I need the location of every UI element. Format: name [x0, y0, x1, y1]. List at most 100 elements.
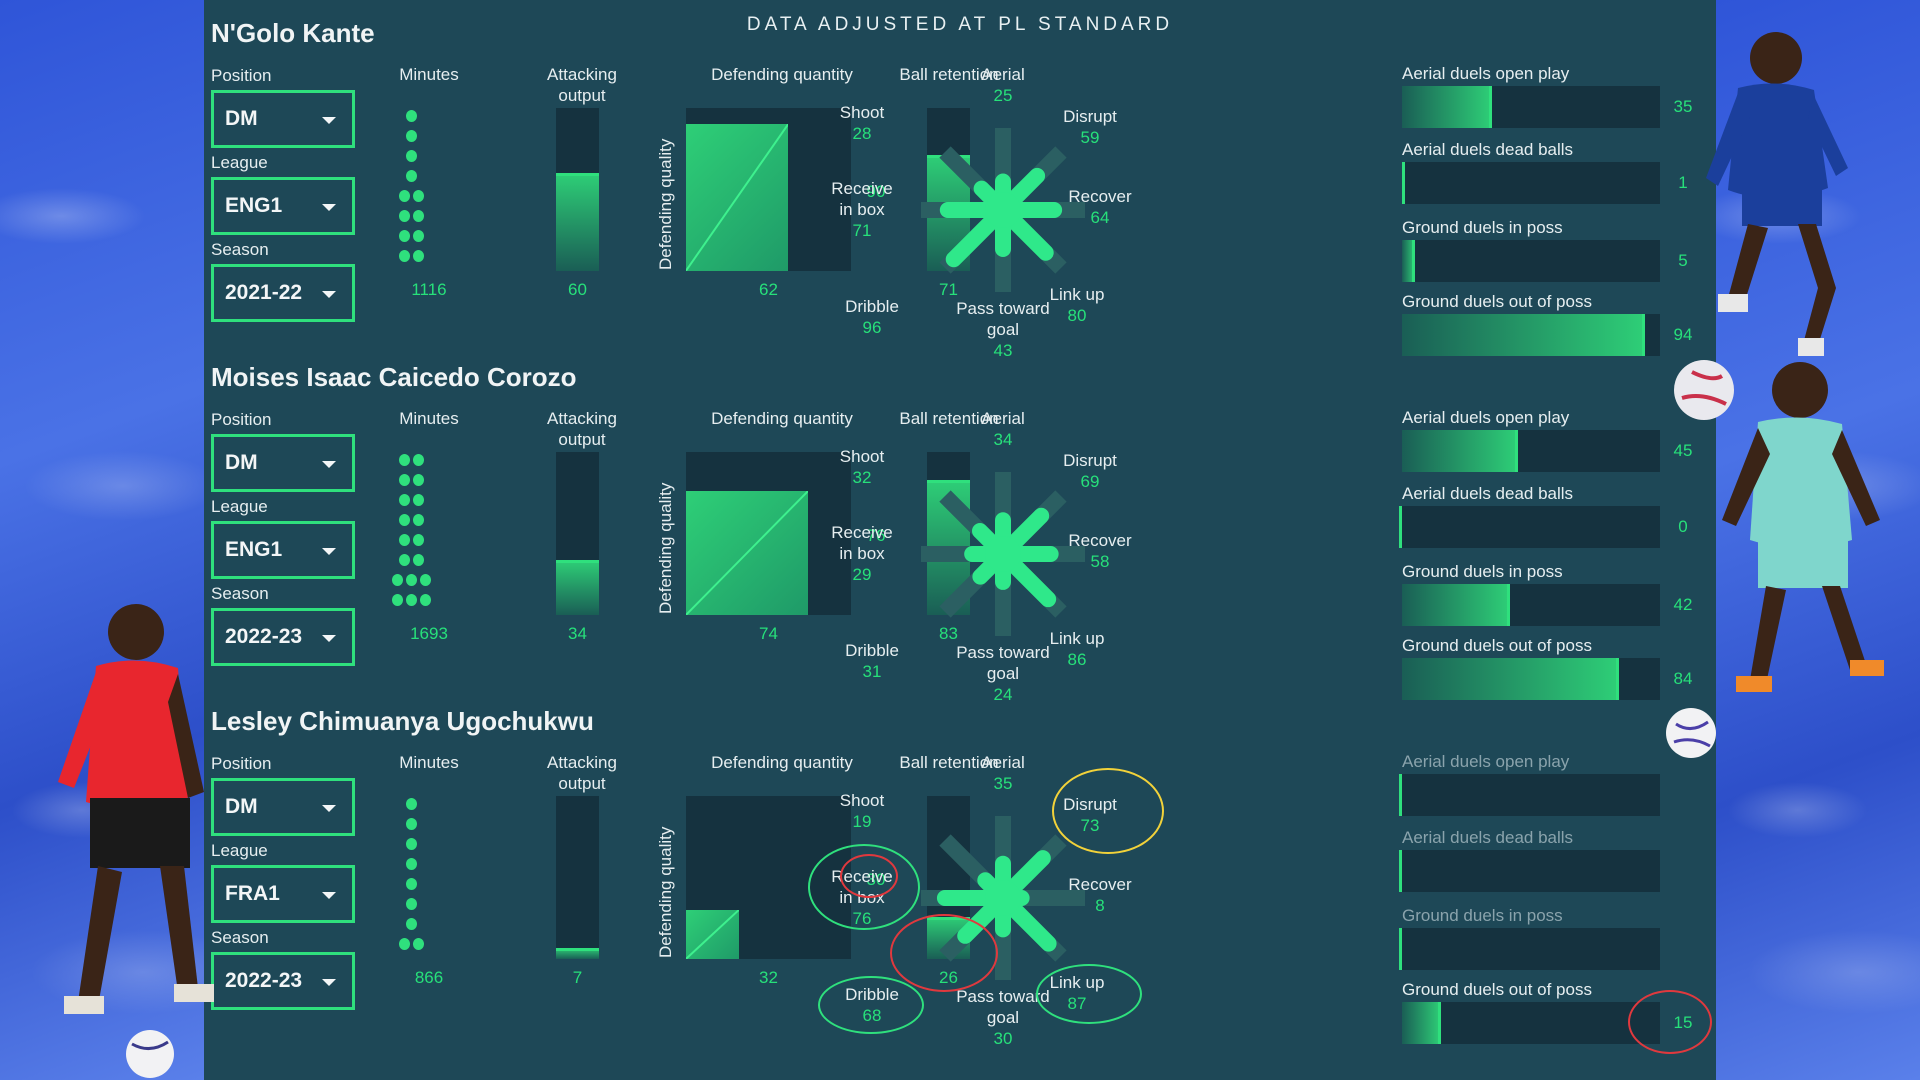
pass-toward-goal-label: Pass toward goal 24 — [948, 642, 1058, 705]
player-photo-caicedo — [1722, 362, 1884, 692]
attacking-output-track — [556, 796, 599, 959]
pass-toward-goal-name: Pass toward goal — [956, 643, 1050, 683]
page-title: DATA ADJUSTED AT PL STANDARD — [746, 14, 1174, 35]
aerial-duels-dead-balls-bar — [1401, 162, 1405, 204]
attacking-output-track — [556, 452, 599, 615]
minutes-dot — [406, 170, 417, 182]
ground-duels-in-poss-track — [1402, 584, 1660, 626]
attacking-output-label: Attacking output — [547, 753, 617, 793]
aerial-label: Aerial 34 — [948, 408, 1058, 450]
chevron-down-icon — [322, 635, 336, 642]
minutes-dot — [399, 938, 410, 950]
minutes-dot — [406, 898, 417, 910]
position-dropdown[interactable]: DM — [211, 778, 355, 836]
season-label: Season — [211, 928, 269, 947]
receive-in-box-name: Receive in box — [831, 523, 893, 563]
style-star-hub — [985, 192, 1021, 228]
minutes-dot — [413, 230, 424, 242]
position-dropdown[interactable]: DM — [211, 90, 355, 148]
season-label: Season — [211, 584, 269, 603]
chevron-down-icon — [322, 805, 336, 812]
aerial-value: 25 — [993, 86, 1013, 105]
position-label: Position — [211, 754, 272, 773]
aerial-duels-dead-balls-bar-end — [1399, 850, 1402, 892]
minutes-dot — [413, 250, 424, 262]
position-dropdown[interactable]: DM — [211, 434, 355, 492]
league-value: ENG1 — [225, 194, 283, 217]
minutes-dots — [384, 798, 474, 958]
ground-duels-out-of-poss-value: 84 — [1673, 669, 1693, 688]
minutes-dot — [406, 594, 417, 606]
style-star — [921, 128, 1085, 292]
ground-duels-in-poss-track — [1402, 240, 1660, 282]
defending-quality-value: 76 — [866, 526, 886, 545]
aerial-duels-dead-balls-value: 0 — [1678, 517, 1688, 536]
receive-in-box-label: Receive in box 71 — [807, 178, 917, 241]
attacking-output-bar — [556, 173, 599, 271]
season-dropdown[interactable]: 2022-23 — [211, 952, 355, 1010]
defending-diagonal — [686, 491, 809, 615]
recover-name: Recover — [1068, 875, 1132, 894]
aerial-name: Aerial — [981, 409, 1025, 428]
disrupt-value: 69 — [1080, 472, 1100, 491]
ball-retention-value: 71 — [939, 280, 958, 299]
position-value: DM — [225, 107, 258, 130]
recover-value: 58 — [1090, 552, 1110, 571]
disrupt-value: 59 — [1080, 128, 1100, 147]
dribble-value: 68 — [862, 1006, 882, 1025]
ground-duels-in-poss-bar-end — [1399, 928, 1402, 970]
style-star — [921, 472, 1085, 636]
receive-in-box-value: 71 — [852, 221, 872, 240]
ground-duels-out-of-poss-bar — [1402, 314, 1645, 356]
dribble-label: Dribble 31 — [817, 640, 927, 682]
recover-name: Recover — [1068, 531, 1132, 550]
dribble-name: Dribble — [845, 297, 899, 316]
aerial-duels-open-play-track — [1402, 430, 1660, 472]
receive-in-box-value: 29 — [852, 565, 872, 584]
league-dropdown[interactable]: ENG1 — [211, 177, 355, 235]
ground-duels-in-poss-label: Ground duels in poss — [1402, 218, 1563, 237]
chevron-down-icon — [322, 204, 336, 211]
ball-icon — [1674, 360, 1734, 420]
ground-duels-out-of-poss-track — [1402, 314, 1660, 356]
chevron-down-icon — [322, 117, 336, 124]
ground-duels-in-poss-bar-end — [1411, 240, 1415, 282]
attacking-output-track — [556, 108, 599, 271]
recover-label: Recover 58 — [1045, 530, 1155, 572]
disrupt-name: Disrupt — [1063, 107, 1117, 126]
pass-toward-goal-label: Pass toward goal 43 — [948, 298, 1058, 361]
disrupt-label: Disrupt 73 — [1035, 794, 1145, 836]
defending-quality-axis-label: Defending quality — [656, 826, 675, 958]
minutes-dot — [420, 574, 431, 586]
aerial-duels-open-play-label: Aerial duels open play — [1402, 408, 1570, 427]
season-dropdown[interactable]: 2021-22 — [211, 264, 355, 322]
minutes-dot — [413, 534, 424, 546]
attacking-output-title: Attacking output — [527, 752, 637, 794]
attacking-output-value: 7 — [572, 968, 583, 987]
season-dropdown[interactable]: 2022-23 — [211, 608, 355, 666]
receive-in-box-label: Receive in box 29 — [807, 522, 917, 585]
ball-retention-value: 83 — [939, 624, 958, 643]
ground-duels-in-poss-value: 42 — [1673, 595, 1693, 614]
aerial-name: Aerial — [981, 753, 1025, 772]
attacking-output-bar-top — [556, 559, 599, 563]
minutes-dot — [406, 918, 417, 930]
shoot-label: Shoot 28 — [807, 102, 917, 144]
league-label: League — [211, 497, 268, 516]
aerial-duels-open-play-track — [1402, 86, 1660, 128]
style-star-hub — [985, 880, 1021, 916]
shoot-name: Shoot — [839, 447, 885, 466]
shoot-label: Shoot 19 — [807, 790, 917, 832]
aerial-duels-dead-balls-bar-end — [1399, 506, 1402, 548]
ground-duels-in-poss-track — [1399, 928, 1660, 970]
minutes-dot — [406, 838, 417, 850]
recover-value: 8 — [1095, 896, 1105, 915]
attacking-output-title: Attacking output — [527, 64, 637, 106]
season-label: Season — [211, 240, 269, 259]
league-dropdown[interactable]: FRA1 — [211, 865, 355, 923]
defending-quality-axis-label: Defending quality — [656, 138, 675, 270]
aerial-value: 35 — [993, 774, 1013, 793]
defending-square — [686, 796, 851, 959]
league-dropdown[interactable]: ENG1 — [211, 521, 355, 579]
defending-diagonal — [686, 124, 789, 271]
